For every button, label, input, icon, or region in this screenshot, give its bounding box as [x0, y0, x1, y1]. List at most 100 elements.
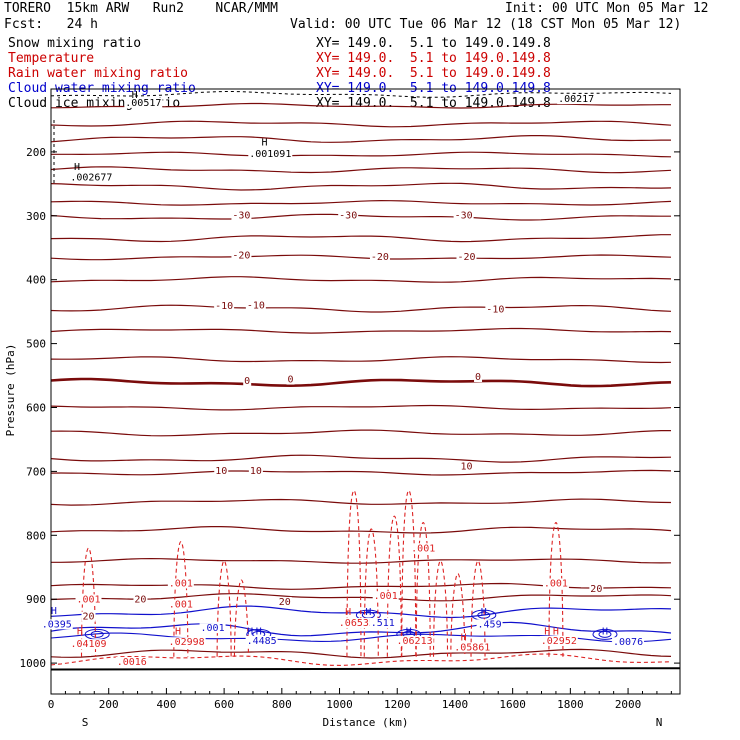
- isotherm-line: [50, 166, 672, 174]
- temperature-label-bg: [231, 250, 252, 261]
- isotherm-line: [50, 304, 672, 313]
- legend-rain: Rain water mixing ratio: [8, 66, 189, 81]
- temperature-label: -30: [455, 210, 473, 221]
- rain-water-contour: [432, 560, 449, 657]
- temperature-label: 10: [250, 466, 262, 477]
- max-marker: H: [481, 607, 487, 618]
- max-marker: H: [602, 626, 608, 637]
- isotherm-line: [50, 327, 672, 334]
- legend-temperature: Temperature: [8, 51, 95, 66]
- rain-water-label-bg: [337, 618, 376, 629]
- rain-water-label-bg: [69, 639, 108, 650]
- rain-water-label: .001: [544, 578, 568, 589]
- rain-water-label-bg: [115, 657, 148, 668]
- rain-water-label-bg: [542, 578, 569, 589]
- rain-water-label-bg: [453, 642, 492, 653]
- y-tick-label: 500: [26, 338, 46, 351]
- rain-water-contour: [50, 653, 672, 666]
- cloud-water-label: .0395: [42, 619, 72, 630]
- x-tick-label: 2000: [615, 698, 642, 711]
- rain-water-contour: [401, 490, 417, 657]
- forecast-hour: Fcst: 24 h: [4, 17, 98, 32]
- rain-water-label: .04109: [70, 639, 106, 650]
- xy-range-snow: XY= 149.0. 5.1 to 149.0.149.8: [316, 36, 551, 51]
- cloud-water-label: .4485: [247, 636, 277, 647]
- rain-water-label-bg: [410, 543, 437, 554]
- max-marker: H: [77, 626, 83, 637]
- isotherm-line: [50, 213, 671, 221]
- isotherm-line: [50, 377, 672, 388]
- isotherm-line: [50, 429, 671, 437]
- max-marker: H: [51, 606, 57, 617]
- isotherm-line: [51, 151, 672, 158]
- temperature-label-bg: [133, 594, 148, 605]
- rain-water-label-bg: [167, 578, 194, 589]
- snow-label: .001091: [249, 149, 291, 160]
- temperature-label: 0: [475, 372, 481, 383]
- rain-water-label: .06535: [339, 618, 375, 629]
- cloud-water-cell: [90, 630, 104, 638]
- rain-water-label-bg: [75, 594, 102, 605]
- snow-contour: [50, 90, 672, 98]
- max-marker: H: [553, 626, 559, 637]
- y-tick-label: 700: [26, 465, 46, 478]
- isotherm-line: [50, 356, 672, 364]
- rain-water-label-bg: [167, 637, 206, 648]
- max-marker: H: [365, 607, 371, 618]
- model-title: TORERO 15km ARW Run2 NCAR/MMM: [4, 1, 278, 16]
- temperature-label: -10: [247, 300, 265, 311]
- temperature-label-bg: [474, 372, 483, 383]
- temperature-label: -20: [371, 252, 389, 263]
- max-marker: H: [544, 626, 550, 637]
- rain-water-label: .001: [169, 578, 193, 589]
- x-tick-label: 200: [99, 698, 119, 711]
- rain-water-label-bg: [539, 635, 578, 646]
- init-time: Init: 00 UTC Mon 05 Mar 12: [505, 1, 709, 16]
- temperature-label-bg: [369, 251, 390, 262]
- isotherm-line: [50, 276, 672, 283]
- rain-water-contour: [346, 490, 362, 657]
- temperature-label: -20: [232, 251, 250, 262]
- snow-label: .002677: [70, 173, 112, 184]
- start-label: S: [82, 716, 89, 729]
- rain-water-label: .001: [169, 600, 193, 611]
- x-tick-label: 0: [48, 698, 55, 711]
- isotherm-line: [50, 454, 672, 463]
- rain-water-label-bg: [372, 591, 399, 602]
- cloud-water-label-bg: [245, 635, 278, 646]
- cloud-water-label: .001: [201, 623, 225, 634]
- cloud-water-cell: [598, 630, 612, 638]
- max-marker: H: [261, 138, 267, 149]
- x-tick-label: 1400: [442, 698, 469, 711]
- max-marker: H: [175, 626, 181, 637]
- temperature-label: 20: [279, 597, 291, 608]
- temperature-label-bg: [453, 210, 474, 221]
- rain-water-label: .02998: [169, 637, 205, 648]
- rain-water-label: .0016: [117, 657, 147, 668]
- x-tick-label: 1000: [326, 698, 353, 711]
- rain-water-contour: [386, 515, 402, 657]
- temperature-label-bg: [214, 465, 229, 476]
- snow-label: .00517: [125, 98, 161, 109]
- max-marker: H: [406, 626, 412, 637]
- y-tick-label: 1000: [20, 657, 47, 670]
- rain-water-contour: [450, 573, 466, 657]
- temperature-label-bg: [589, 584, 604, 595]
- rain-water-label: .05861: [454, 642, 490, 653]
- max-marker: H: [132, 90, 138, 101]
- max-marker: H: [247, 626, 253, 637]
- temperature-label: -10: [486, 304, 504, 315]
- isotherm-line: [50, 498, 672, 506]
- temperature-label: 20: [590, 584, 602, 595]
- rain-water-label: .001: [76, 594, 100, 605]
- snow-label-bg: [124, 97, 163, 108]
- x-axis-label: Distance (km): [322, 716, 408, 729]
- temperature-label: 0: [244, 376, 250, 387]
- temperature-label: -20: [457, 252, 475, 263]
- temperature-label-bg: [459, 461, 474, 472]
- x-tick-label: 1600: [499, 698, 526, 711]
- y-tick-label: 400: [26, 274, 46, 287]
- isotherm-line: [50, 254, 672, 261]
- isotherm-line: [50, 582, 672, 590]
